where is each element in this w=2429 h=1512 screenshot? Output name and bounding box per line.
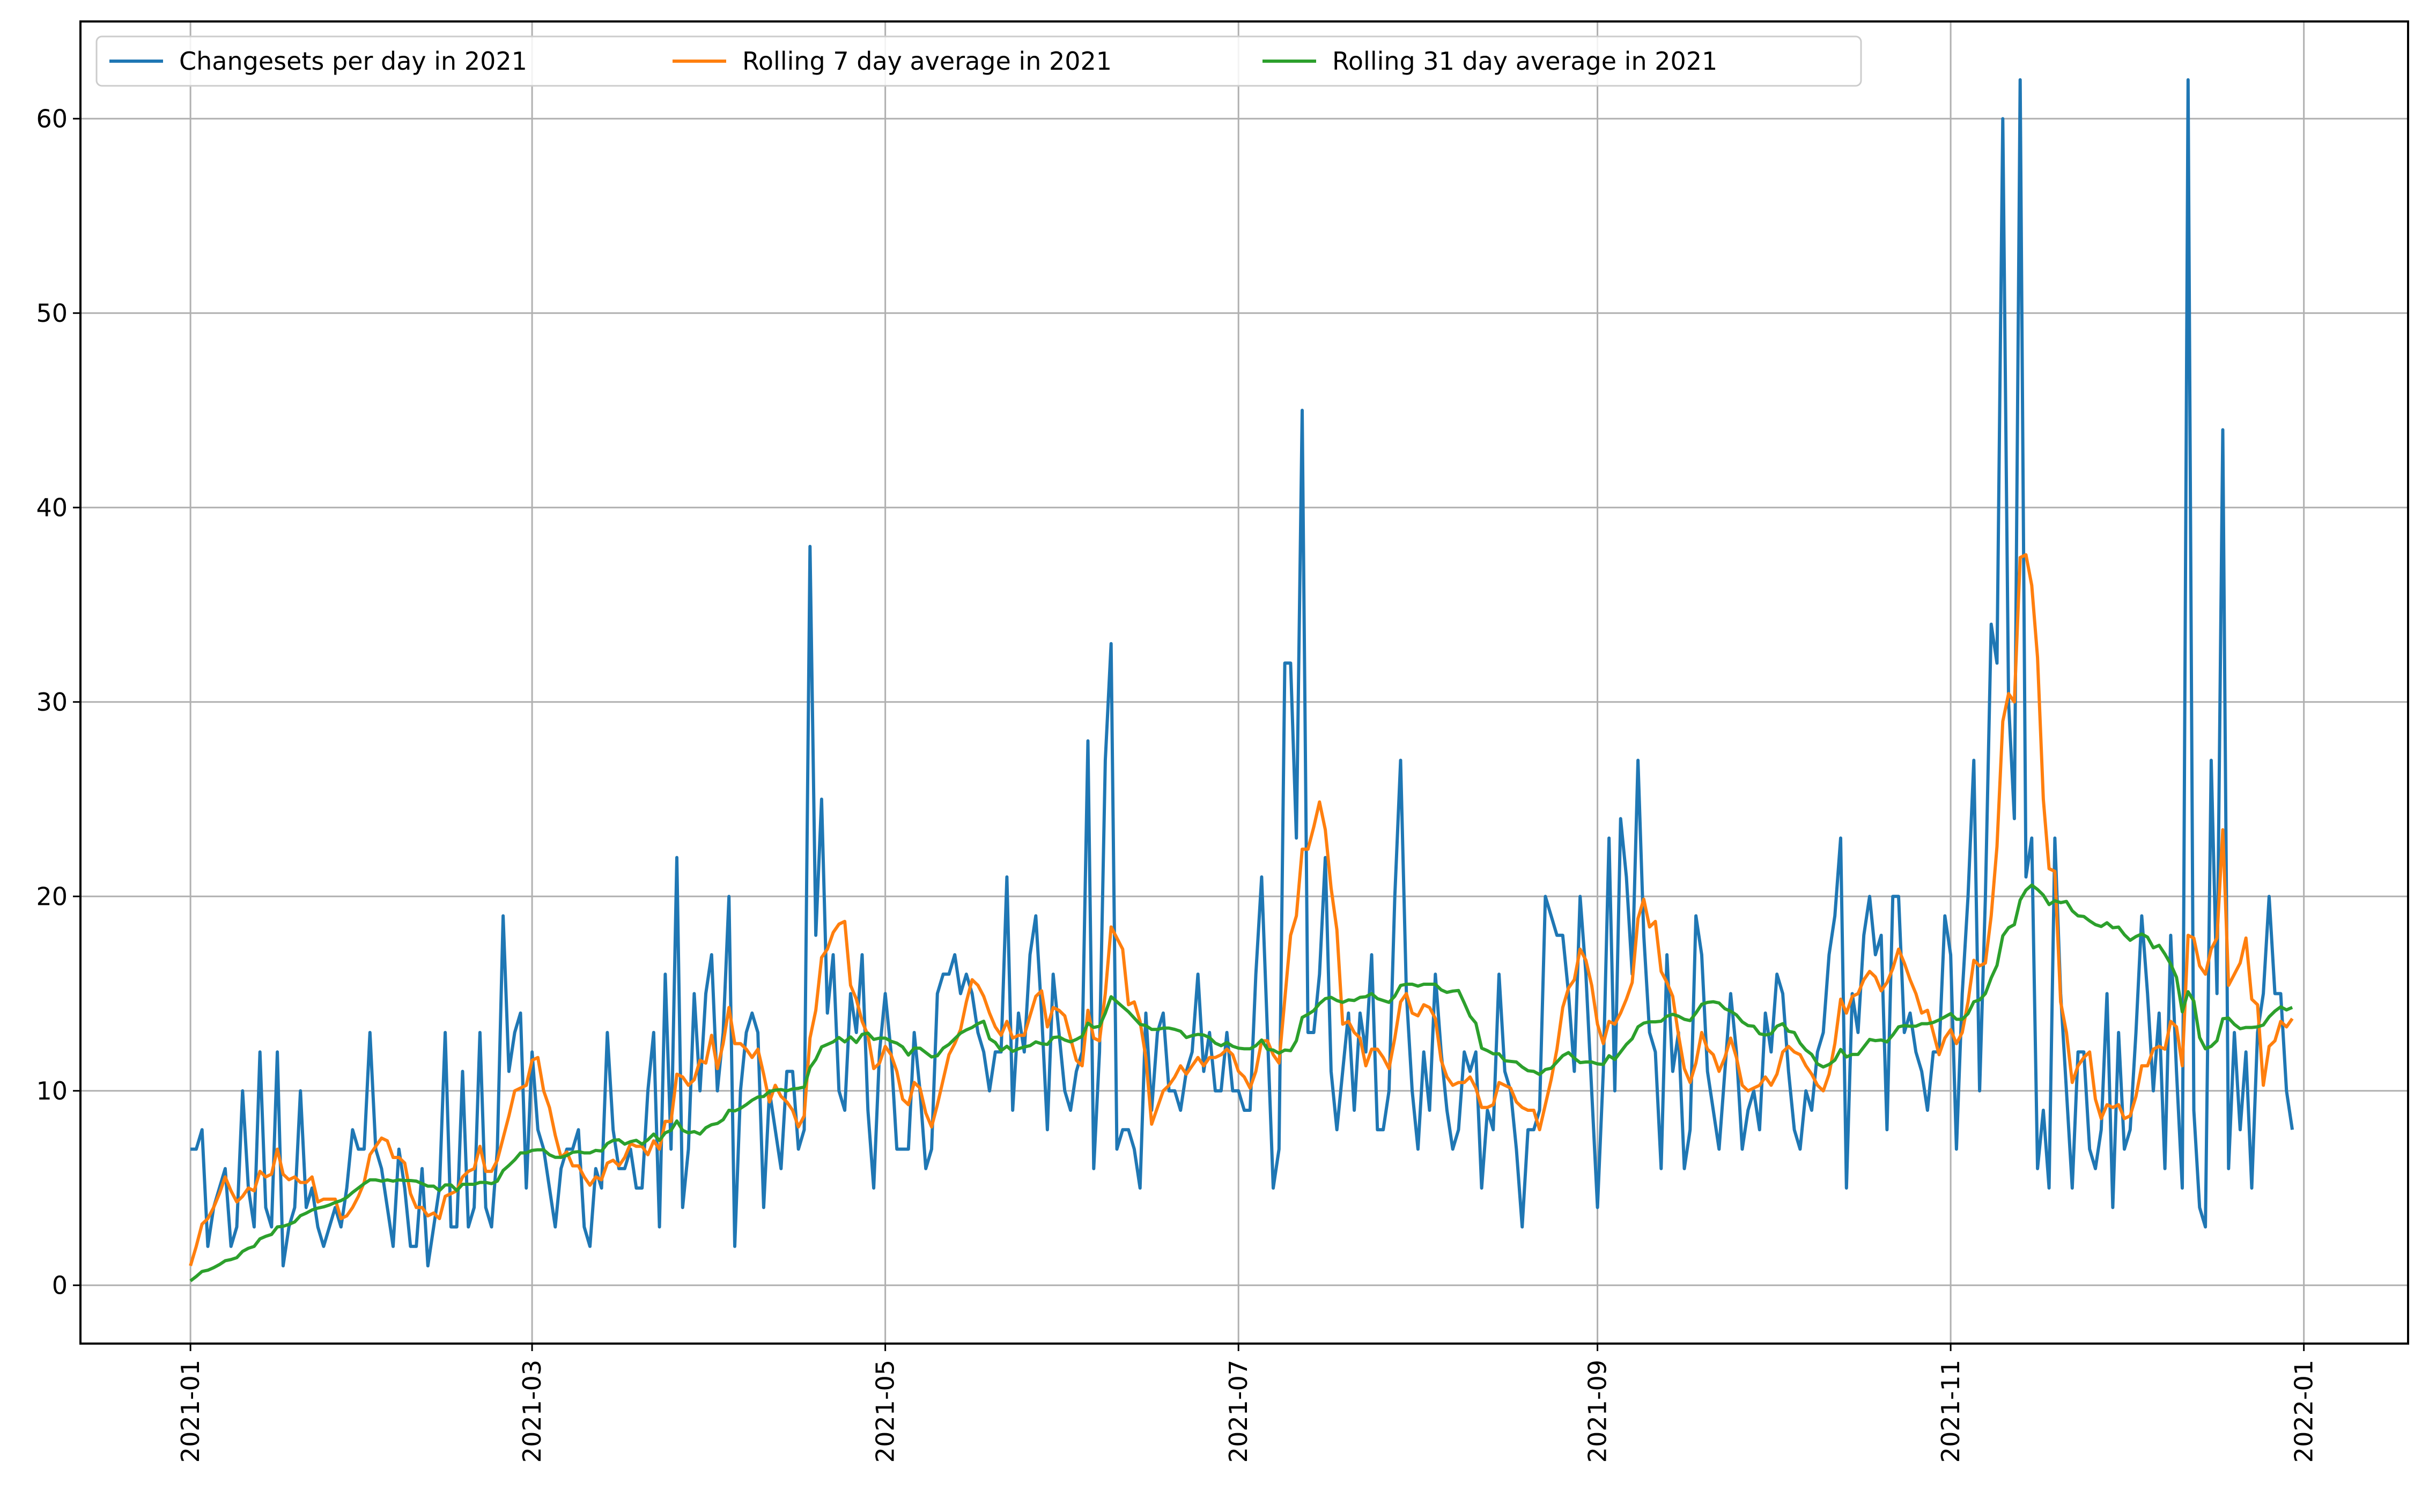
- grid: [80, 21, 2408, 1344]
- x-tick-label: 2021-07: [1224, 1360, 1253, 1463]
- x-tick-label: 2021-05: [871, 1360, 900, 1463]
- legend-label-3: Rolling 31 day average in 2021: [1332, 47, 1717, 76]
- y-tick-label: 10: [36, 1076, 68, 1105]
- x-axis-ticks: 2021-01 2021-03 2021-05 2021-07 2021-09 2021-…: [176, 1344, 2319, 1463]
- series-line-1: [190, 78, 2294, 1267]
- y-tick-label: 50: [36, 299, 68, 328]
- series-line-2: [189, 553, 2294, 1266]
- x-tick-label: 2021-09: [1583, 1360, 1612, 1463]
- series-lines: [189, 78, 2294, 1282]
- y-tick-label: 60: [36, 104, 68, 133]
- y-tick-label: 40: [36, 493, 68, 522]
- legend: Changesets per day in 2021 Rolling 7 day …: [95, 35, 1862, 87]
- legend-label-1: Changesets per day in 2021: [179, 47, 527, 76]
- x-tick-label: 2021-03: [518, 1360, 547, 1463]
- y-tick-label: 30: [36, 688, 68, 717]
- plot-frame: [79, 20, 2409, 1345]
- y-tick-label: 20: [36, 882, 68, 911]
- series-line-3: [189, 883, 2293, 1282]
- y-tick-label: 0: [52, 1271, 68, 1300]
- legend-label-2: Rolling 7 day average in 2021: [742, 47, 1112, 76]
- x-tick-label: 2021-01: [176, 1360, 205, 1463]
- legend-box: [95, 35, 1862, 87]
- y-axis-ticks: 0 10 20 30 40 50 60: [36, 104, 80, 1300]
- x-tick-label: 2022-01: [2290, 1360, 2319, 1463]
- x-tick-label: 2021-11: [1936, 1360, 1965, 1463]
